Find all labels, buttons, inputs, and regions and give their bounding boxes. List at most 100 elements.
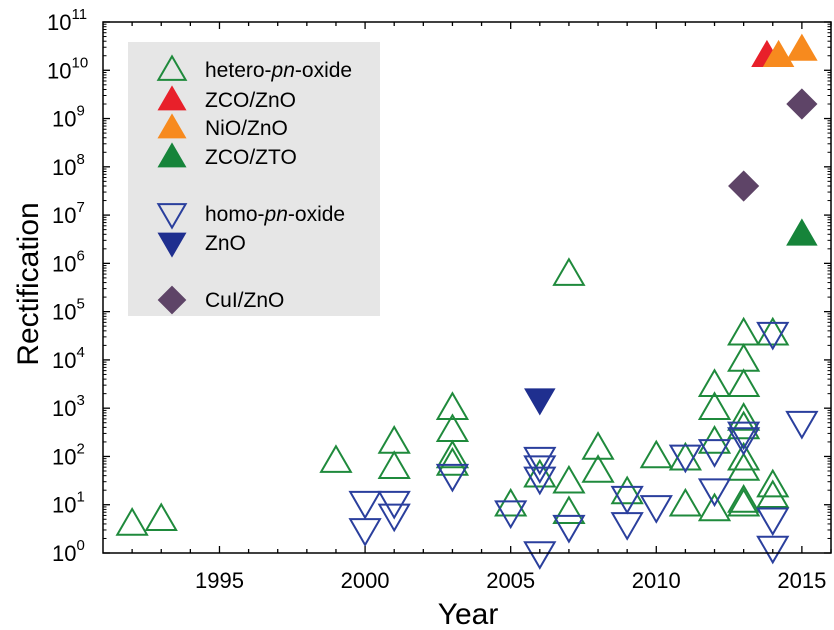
legend-label-6: CuI/ZnO <box>205 289 284 312</box>
legend-marker-6 <box>157 285 187 315</box>
legend-marker-2 <box>157 113 187 139</box>
data-point-s0-p9 <box>494 487 528 517</box>
y-axis-title: Rectification <box>12 202 45 365</box>
data-point-s0-p7 <box>435 439 470 469</box>
data-point-s0-p27 <box>727 402 761 431</box>
data-point-s0-p35 <box>756 479 790 509</box>
data-point-s6-p0 <box>728 170 760 202</box>
data-point-s4-p0 <box>348 490 382 520</box>
data-point-s0-p10 <box>523 458 557 488</box>
plot-frame <box>102 21 832 554</box>
data-point-s0-p0 <box>115 507 149 536</box>
data-point-s0-p26 <box>727 368 761 397</box>
data-point-s4-p9 <box>523 541 557 570</box>
data-point-s0-p33 <box>756 316 790 346</box>
legend-label-4: homo-pn-oxide <box>205 203 345 226</box>
data-point-s0-p25 <box>727 343 761 372</box>
y-tick-label: 107 <box>52 199 85 228</box>
legend-marker-4 <box>156 203 188 230</box>
y-tick-label: 106 <box>52 247 85 276</box>
data-point-s4-p14 <box>668 444 703 474</box>
data-point-s6-p1 <box>786 88 818 120</box>
x-tick-label: 2000 <box>341 568 390 593</box>
x-tick-label: 2015 <box>777 568 826 593</box>
data-point-s4-p12 <box>610 512 644 541</box>
data-point-s0-p8 <box>435 447 470 476</box>
data-point-s0-p24 <box>727 316 761 346</box>
data-point-s0-p29 <box>727 441 761 471</box>
y-tick-label: 100 <box>52 537 85 566</box>
data-point-s4-p18 <box>727 427 761 456</box>
data-point-s2-p1 <box>786 33 818 61</box>
data-point-s0-p16 <box>610 475 644 505</box>
legend-label-0: hetero-pn-oxide <box>205 59 352 82</box>
y-tick-label: 104 <box>52 344 85 373</box>
data-point-s4-p19 <box>756 321 790 351</box>
y-tick-label: 1011 <box>47 6 87 35</box>
data-point-s0-p17 <box>639 439 673 469</box>
y-tick-label: 1010 <box>47 54 88 83</box>
data-point-s0-p3 <box>377 425 411 454</box>
data-point-s4-p20 <box>756 507 790 537</box>
legend-marker-1 <box>157 85 187 111</box>
y-tick-label: 109 <box>52 103 85 132</box>
x-tick-label: 2010 <box>632 568 681 593</box>
data-point-s0-p1 <box>144 502 178 532</box>
data-point-s0-p5 <box>435 391 470 420</box>
data-point-s0-p23 <box>697 492 732 522</box>
data-point-s4-p4 <box>435 463 470 493</box>
x-tick-label: 1995 <box>195 568 244 593</box>
legend-label-1: ZCO/ZnO <box>205 89 296 112</box>
legend-marker-3 <box>157 142 187 168</box>
legend-marker-0 <box>156 54 188 81</box>
data-point-s0-p19 <box>668 487 703 517</box>
y-tick-label: 101 <box>52 489 85 518</box>
data-point-s3-p0 <box>786 218 818 246</box>
data-point-s4-p3 <box>377 503 411 533</box>
data-point-s0-p30 <box>727 452 761 481</box>
data-point-s0-p18 <box>668 441 703 471</box>
y-tick-label: 103 <box>52 392 85 421</box>
legend-background <box>128 42 380 316</box>
data-point-s0-p14 <box>581 431 615 460</box>
data-point-s4-p5 <box>494 500 528 530</box>
x-axis-title: Year <box>438 598 499 630</box>
data-point-s5-p0 <box>524 388 556 416</box>
x-tick-label: 2005 <box>486 568 535 593</box>
data-point-s0-p20 <box>697 368 732 397</box>
data-point-s4-p16 <box>697 478 732 508</box>
data-point-s4-p1 <box>348 518 382 547</box>
data-point-s0-p2 <box>319 444 353 473</box>
legend-label-3: ZCO/ZTO <box>205 146 297 169</box>
y-tick-label: 102 <box>52 440 85 469</box>
y-tick-label: 105 <box>52 296 85 325</box>
data-point-s0-p28 <box>727 410 761 440</box>
legend-label-5: ZnO <box>205 232 246 255</box>
data-point-s4-p13 <box>639 495 673 524</box>
data-point-s0-p34 <box>756 468 790 498</box>
data-point-s4-p21 <box>756 535 790 565</box>
data-point-s0-p11 <box>552 257 586 286</box>
data-point-s0-p15 <box>581 454 615 483</box>
data-point-s0-p32 <box>727 487 761 517</box>
data-points <box>115 33 819 570</box>
data-point-s0-p12 <box>552 464 586 494</box>
data-point-s4-p8 <box>523 466 557 496</box>
data-point-s2-p0 <box>762 39 795 68</box>
y-tick-label: 108 <box>52 151 85 180</box>
data-point-s0-p4 <box>377 450 411 479</box>
data-point-s4-p6 <box>523 446 557 476</box>
legend-label-2: NiO/ZnO <box>205 117 288 140</box>
data-point-s4-p7 <box>523 455 557 485</box>
data-point-s4-p10 <box>552 514 586 544</box>
data-point-s0-p21 <box>697 391 732 420</box>
axes: 1995 2000 2005 2010 2015 100 101 102 103 104 105 10… <box>47 6 832 593</box>
legend: hetero-pn-oxide ZCO/ZnO NiO/ZnO ZCO/ZTO homo… <box>128 42 380 316</box>
data-point-s4-p22 <box>785 410 819 440</box>
legend-marker-5 <box>157 232 187 258</box>
data-point-s4-p11 <box>610 485 644 515</box>
data-point-s4-p17 <box>727 421 761 451</box>
data-point-s0-p31 <box>727 484 761 513</box>
data-point-s4-p15 <box>697 439 732 468</box>
